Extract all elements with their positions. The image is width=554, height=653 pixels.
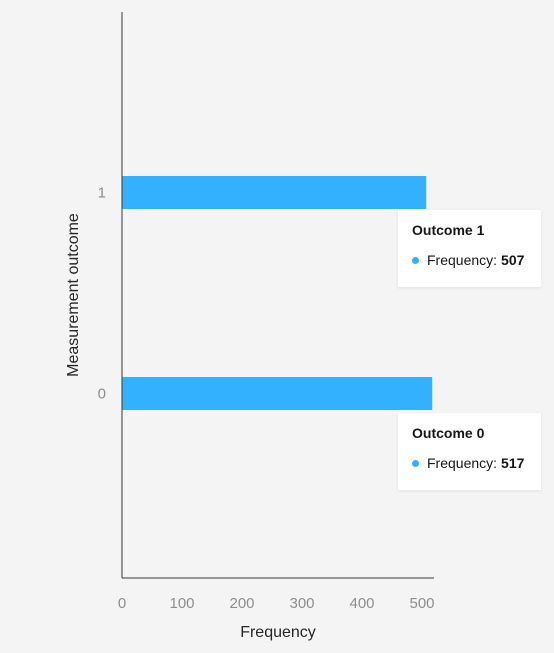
y-tick-label: 1 [98,185,106,202]
y-tick-label: 0 [98,386,106,403]
y-axis-ticks: 01 [98,185,106,403]
tooltip-row: Frequency: 517 [412,455,527,471]
tooltip-outcome-0: Outcome 0 Frequency: 517 [398,413,541,490]
tooltip-outcome-1: Outcome 1 Frequency: 507 [398,210,541,287]
tooltip-label: Frequency: [427,455,498,471]
x-tick-label: 200 [229,595,254,612]
bar-outcome-0[interactable] [122,377,433,410]
series-dot-icon [412,459,419,467]
tooltip-row: Frequency: 507 [412,252,527,268]
x-axis-ticks: 0 100 200 300 400 500 [118,595,435,612]
series-dot-icon [412,256,419,264]
y-axis-title: Measurement outcome [65,213,82,377]
x-axis-title: Frequency [240,624,316,641]
tooltip-value: 517 [501,455,525,471]
x-tick-label: 300 [289,595,314,612]
tooltip-title: Outcome 0 [412,425,485,441]
x-tick-label: 500 [409,595,434,612]
tooltip-label: Frequency: [427,252,498,268]
tooltip-value: 507 [501,252,525,268]
x-tick-label: 100 [169,595,194,612]
x-tick-label: 400 [349,595,374,612]
bar-outcome-1[interactable] [122,176,427,209]
bars-group [122,176,433,410]
tooltip-title: Outcome 1 [412,222,485,238]
x-tick-label: 0 [118,595,126,612]
